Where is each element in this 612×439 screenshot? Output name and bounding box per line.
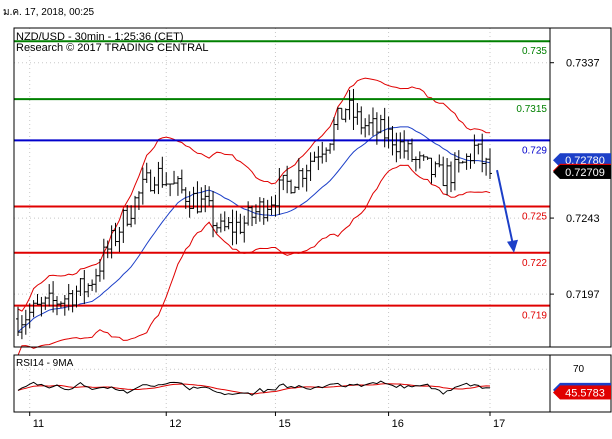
level-label: 0.725 — [522, 212, 547, 223]
bollinger-upper-line — [17, 77, 491, 312]
time-tick-label: 12 — [169, 418, 181, 430]
symbol-title: NZD/USD - 30min - 1:25:36 (CET) — [16, 31, 183, 43]
level-label: 0.735 — [522, 46, 547, 57]
rsi-tag-label: 45.5783 — [565, 387, 605, 399]
forecast-arrow — [496, 169, 518, 253]
time-tick-label: 16 — [392, 418, 404, 430]
price-tick-label: 0.7197 — [566, 289, 600, 301]
forecast-arrow-head — [507, 239, 518, 253]
axis-labels: 0.73370.72430.71970.727800.727160.727094… — [29, 58, 611, 430]
time-tick-label: 17 — [493, 418, 505, 430]
main-panel-frame — [13, 27, 612, 348]
price-tick-label: 0.7243 — [566, 213, 600, 225]
date-text: ม.ค. 17, 2018, 00:25 — [3, 7, 95, 18]
rsi-ma-line — [17, 383, 491, 395]
rsi-line — [17, 380, 491, 396]
rsi-tag-pointer — [553, 385, 560, 400]
price-tag-pointer — [553, 153, 560, 168]
bollinger-bands — [17, 77, 491, 356]
time-tick-label: 11 — [33, 418, 44, 430]
rsi-title: RSI14 - 9MA — [16, 358, 74, 369]
price-tag-label: 0.72709 — [565, 167, 605, 179]
level-label: 0.729 — [522, 145, 547, 156]
price-tag-box — [560, 153, 611, 168]
price-tag-box — [560, 164, 611, 179]
level-label: 0.7315 — [516, 104, 547, 115]
level-label: 0.722 — [522, 258, 547, 269]
grid-lines — [14, 28, 550, 412]
rsi-level-label: 70 — [573, 364, 585, 375]
forecast-arrow-shaft — [496, 169, 514, 245]
price-tick-label: 0.7337 — [566, 58, 600, 70]
bollinger-lower-line — [17, 164, 491, 356]
rsi-tag-box — [560, 385, 611, 400]
rsi-panel-frame — [13, 354, 612, 413]
rsi-lines — [17, 380, 491, 396]
time-tick-label: 15 — [278, 418, 290, 430]
moving-average-line — [17, 126, 491, 333]
key-levels: 0.735 0.7315 0.729 0.725 0.722 0.719 — [14, 40, 550, 322]
level-label: 0.719 — [522, 311, 547, 322]
candles — [16, 88, 492, 340]
research-line: Research © 2017 TRADING CENTRAL — [16, 42, 209, 54]
moving-average — [17, 126, 491, 333]
price-tag-pointer — [553, 164, 560, 179]
